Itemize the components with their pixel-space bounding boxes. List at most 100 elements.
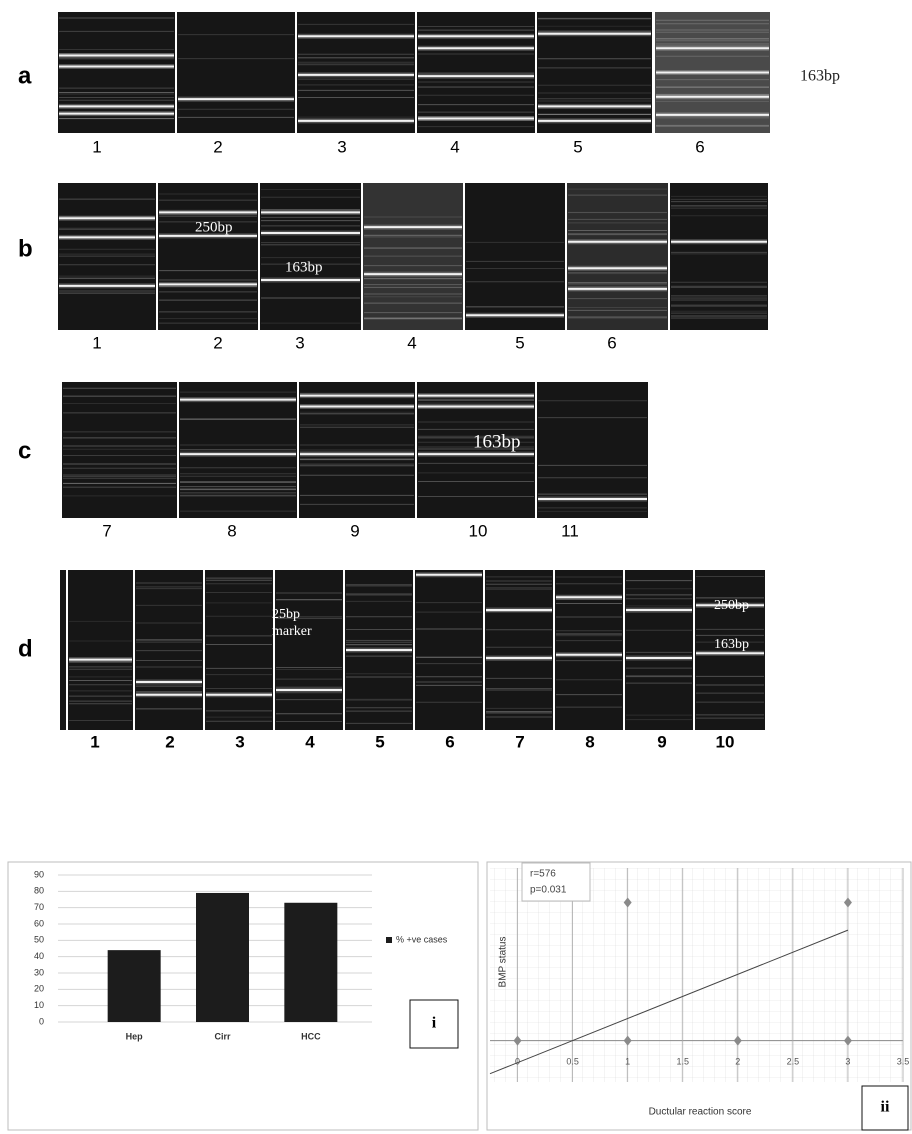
row-label: a	[18, 62, 32, 89]
x-tick-label: 1	[625, 1056, 630, 1066]
lane-number: 5	[375, 732, 384, 751]
gel-lane	[670, 183, 768, 330]
gel-lane	[60, 570, 66, 730]
stats-label: p=0.031	[530, 885, 567, 896]
panel-label-box	[409, 999, 459, 1049]
gel-lane	[275, 570, 343, 730]
stats-box	[521, 862, 591, 902]
x-tick-label: 2	[735, 1056, 740, 1066]
band-label: 25bp	[272, 607, 300, 622]
trendline	[489, 929, 849, 1075]
lane-number: 1	[92, 137, 101, 156]
lane-number: 11	[561, 521, 579, 540]
gel-lane	[58, 183, 156, 330]
y-tick-label: 70	[34, 902, 44, 912]
gel-lane	[68, 570, 133, 730]
x-tick-label: 3.5	[897, 1056, 910, 1066]
gel-lane	[177, 12, 295, 133]
lane-number: 2	[165, 732, 174, 751]
lane-number: 6	[445, 732, 454, 751]
row-label: c	[18, 437, 31, 464]
gel-lane	[485, 570, 553, 730]
lane-number: 8	[585, 732, 594, 751]
gel-lane	[179, 382, 297, 518]
row-label: b	[18, 235, 33, 262]
lane-number: 4	[305, 732, 315, 751]
x-tick-label: 0.5	[566, 1056, 579, 1066]
y-tick-label: 80	[34, 886, 44, 896]
y-tick-label: 60	[34, 918, 44, 928]
band-label: 250bp	[714, 598, 749, 613]
band-label: 163bp	[800, 68, 840, 85]
lane-number: 4	[450, 137, 459, 156]
gel-lane	[695, 570, 765, 730]
lane-number: 10	[716, 732, 735, 751]
point	[843, 897, 852, 908]
band-label: 250bp	[195, 219, 233, 235]
lane-number: 3	[295, 333, 304, 352]
lane-number: 5	[573, 137, 582, 156]
lane-number: 9	[657, 732, 666, 751]
bar	[107, 950, 161, 1022]
panel-label-box	[861, 1085, 909, 1131]
gel-lane	[537, 12, 652, 133]
lane-number: 7	[515, 732, 524, 751]
bar	[196, 892, 249, 1022]
point	[623, 897, 632, 908]
lane-number: 9	[350, 521, 359, 540]
lane-number: 3	[337, 137, 346, 156]
lane-number: 5	[515, 333, 524, 352]
point	[843, 1035, 852, 1046]
y-tick-label: 0	[39, 1016, 44, 1026]
y-axis-label: BMP status	[498, 937, 509, 988]
legend-label: % +ve cases	[396, 934, 448, 944]
gel-lane	[135, 570, 203, 730]
x-axis-label: Ductular reaction score	[649, 1107, 752, 1118]
x-tick-label: 1.5	[676, 1056, 689, 1066]
gel-lane	[465, 183, 565, 330]
lane-number: 3	[235, 732, 244, 751]
gel-lane	[260, 183, 361, 330]
gel-lane	[537, 382, 648, 518]
x-tick-label: Hep	[126, 1031, 144, 1041]
lane-number: 8	[227, 521, 236, 540]
panel-label: i	[432, 1015, 437, 1032]
bar	[284, 902, 338, 1022]
band-label: 163bp	[285, 259, 323, 275]
band-label: 163bp	[714, 637, 749, 652]
lane-number: 1	[92, 333, 101, 352]
legend-swatch	[386, 937, 392, 943]
y-tick-label: 30	[34, 967, 44, 977]
y-tick-label: 50	[34, 935, 44, 945]
gel-lane	[625, 570, 693, 730]
gel-lane	[158, 183, 258, 330]
gel-lane	[415, 570, 483, 730]
y-tick-label: 40	[34, 951, 44, 961]
gel-lane	[297, 12, 415, 133]
gel-lane	[417, 382, 535, 518]
lane-number: 4	[407, 333, 416, 352]
lane-number: 6	[695, 137, 704, 156]
band-label: 163bp	[473, 431, 521, 452]
y-tick-label: 20	[34, 984, 44, 994]
stats-label: r=576	[530, 869, 556, 880]
row-label: d	[18, 635, 33, 662]
gel-lane	[363, 183, 463, 330]
panel-label: ii	[881, 1099, 890, 1116]
lane-number: 6	[607, 333, 616, 352]
point	[623, 1035, 632, 1046]
x-tick-label: 3	[845, 1056, 850, 1066]
point	[733, 1035, 742, 1046]
x-tick-label: 0	[515, 1056, 520, 1066]
lane-number: 2	[213, 333, 222, 352]
x-tick-label: HCC	[301, 1031, 321, 1041]
gel-lane	[205, 570, 273, 730]
gel-lane	[555, 570, 623, 730]
gel-lane	[299, 382, 415, 518]
band-label: marker	[272, 624, 312, 639]
y-tick-label: 90	[34, 869, 44, 879]
lane-number: 1	[90, 732, 99, 751]
lane-number: 7	[102, 521, 111, 540]
